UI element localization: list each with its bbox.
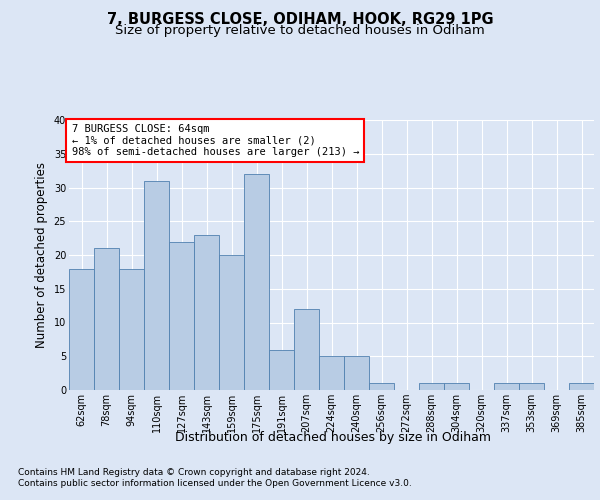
Bar <box>519 383 544 390</box>
Text: 7, BURGESS CLOSE, ODIHAM, HOOK, RG29 1PG: 7, BURGESS CLOSE, ODIHAM, HOOK, RG29 1PG <box>107 12 493 28</box>
Bar <box>219 255 244 390</box>
Bar <box>344 356 369 390</box>
Text: Contains HM Land Registry data © Crown copyright and database right 2024.: Contains HM Land Registry data © Crown c… <box>18 468 370 477</box>
Bar <box>94 248 119 390</box>
Text: 7 BURGESS CLOSE: 64sqm
← 1% of detached houses are smaller (2)
98% of semi-detac: 7 BURGESS CLOSE: 64sqm ← 1% of detached … <box>71 124 359 157</box>
Bar <box>569 383 594 390</box>
Bar <box>369 383 394 390</box>
Text: Contains public sector information licensed under the Open Government Licence v3: Contains public sector information licen… <box>18 479 412 488</box>
Bar <box>494 383 519 390</box>
Text: Size of property relative to detached houses in Odiham: Size of property relative to detached ho… <box>115 24 485 37</box>
Bar <box>244 174 269 390</box>
Bar <box>119 268 144 390</box>
Bar <box>419 383 444 390</box>
Bar <box>319 356 344 390</box>
Bar <box>169 242 194 390</box>
Bar <box>69 268 94 390</box>
Y-axis label: Number of detached properties: Number of detached properties <box>35 162 48 348</box>
Text: Distribution of detached houses by size in Odiham: Distribution of detached houses by size … <box>175 431 491 444</box>
Bar <box>444 383 469 390</box>
Bar <box>294 309 319 390</box>
Bar <box>194 235 219 390</box>
Bar <box>144 180 169 390</box>
Bar <box>269 350 294 390</box>
